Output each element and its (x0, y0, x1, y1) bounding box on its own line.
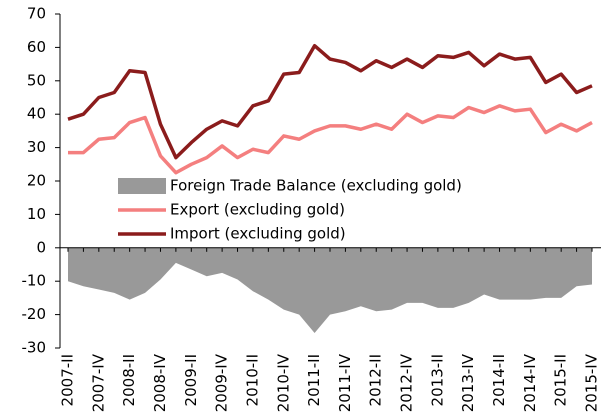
x-tick-label: 2009-II (182, 354, 200, 406)
x-tick-label: 2012-II (367, 354, 385, 406)
y-tick-label: 60 (27, 38, 46, 56)
x-tick-label: 2007-IV (89, 353, 107, 412)
y-tick-label: 20 (27, 172, 46, 190)
y-tick-label: 40 (27, 105, 46, 123)
x-tick-label: 2011-II (305, 354, 323, 406)
x-tick-label: 2015-II (552, 354, 570, 406)
y-tick-label: 30 (27, 138, 46, 156)
legend-swatch (118, 178, 166, 194)
x-tick-label: 2008-II (120, 354, 138, 406)
y-tick-label: 50 (27, 71, 46, 89)
x-tick-label: 2008-IV (151, 353, 169, 412)
x-tick-label: 2013-II (428, 354, 446, 406)
x-tick-label: 2012-IV (398, 353, 416, 412)
x-tick-label: 2010-IV (274, 353, 292, 412)
x-tick-label: 2013-IV (459, 353, 477, 412)
legend-label: Foreign Trade Balance (excluding gold) (170, 177, 462, 195)
x-tick-label: 2007-II (59, 354, 77, 406)
legend-label: Export (excluding gold) (170, 201, 345, 219)
line (68, 104, 593, 175)
y-tick-label: -30 (22, 339, 47, 357)
y-tick-label: -20 (22, 305, 47, 323)
y-tick-label: 10 (27, 205, 46, 223)
x-tick-label: 2009-IV (213, 353, 231, 412)
y-tick-label: 70 (27, 5, 46, 23)
x-tick-label: 2014-II (490, 354, 508, 406)
x-tick-label: 2014-IV (521, 353, 539, 412)
y-tick-label: -10 (22, 272, 47, 290)
legend-label: Import (excluding gold) (170, 225, 346, 243)
area (68, 247, 592, 333)
x-tick-label: 2011-IV (336, 353, 354, 412)
x-tick-label: 2015-IV (583, 353, 601, 412)
x-tick-label: 2010-II (243, 354, 261, 406)
line (67, 43, 593, 160)
y-tick-label: 0 (36, 238, 46, 256)
